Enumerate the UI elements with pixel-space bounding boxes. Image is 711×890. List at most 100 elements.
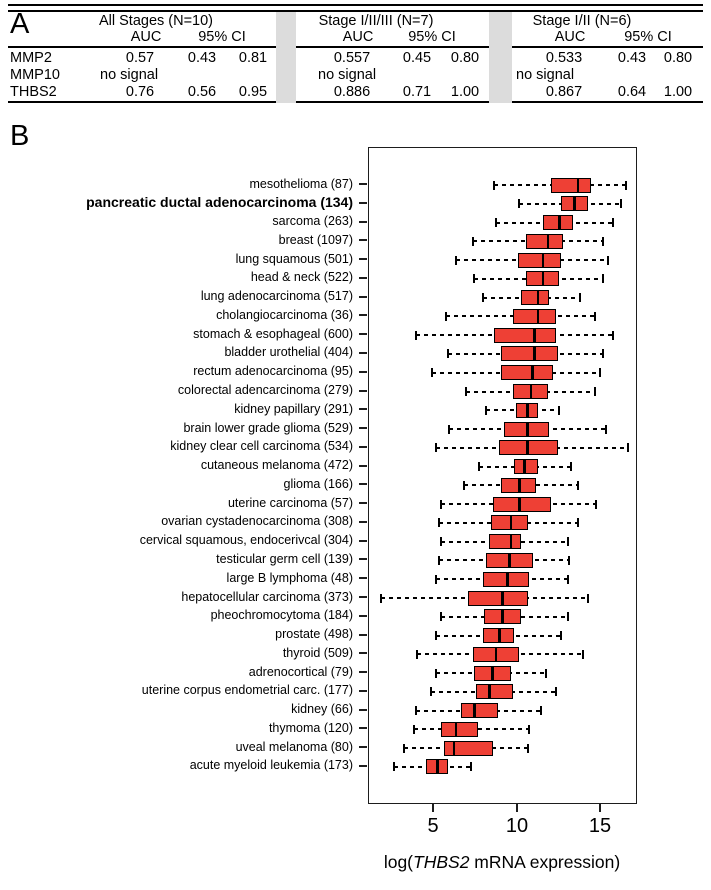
table-cell-ci-hi: 0.80 bbox=[450, 50, 480, 66]
table-cell-auc: 0.886 bbox=[333, 84, 371, 100]
table-cell-no-signal: no signal bbox=[100, 67, 159, 83]
median-line bbox=[531, 365, 534, 381]
whisker-cap-high bbox=[606, 255, 609, 265]
category-label: cervical squamous, endocerivcal (304) bbox=[139, 533, 353, 548]
category-label: stomach & esophageal (600) bbox=[193, 326, 353, 341]
whisker-cap-high bbox=[540, 706, 543, 716]
box bbox=[542, 215, 573, 231]
y-axis-tick bbox=[359, 445, 367, 448]
whisker-cap-low bbox=[439, 612, 442, 622]
group-title: All Stages (N=10) bbox=[98, 13, 214, 29]
box bbox=[512, 308, 557, 324]
median-line bbox=[454, 721, 458, 737]
whisker-cap-high bbox=[598, 368, 601, 378]
median-line bbox=[526, 402, 529, 418]
category-label: mesothelioma (87) bbox=[249, 176, 353, 191]
median-line bbox=[526, 440, 529, 456]
y-axis-tick bbox=[359, 483, 367, 486]
table-cell-ci-lo: 0.43 bbox=[187, 50, 217, 66]
ci-header: 95% CI bbox=[408, 29, 456, 45]
category-label: breast (1097) bbox=[278, 232, 353, 247]
panel-b-label: B bbox=[10, 120, 30, 152]
whisker-cap-low bbox=[413, 724, 416, 734]
whisker-cap-low bbox=[473, 274, 476, 284]
whisker-cap-high bbox=[593, 387, 596, 396]
auc-header: AUC bbox=[130, 29, 162, 45]
table-header-rule bbox=[8, 46, 276, 48]
group-title: Stage I/II/III (N=7) bbox=[318, 13, 434, 29]
median-line bbox=[509, 534, 513, 550]
whisker-cap-low bbox=[463, 480, 466, 490]
box bbox=[475, 684, 513, 700]
whisker-cap-low bbox=[434, 443, 437, 453]
box bbox=[521, 290, 550, 306]
auc-header: AUC bbox=[342, 29, 374, 45]
whisker-cap-high bbox=[558, 405, 561, 415]
whisker-cap-high bbox=[526, 743, 529, 753]
table-cell-ci-lo: 0.64 bbox=[617, 84, 647, 100]
whisker-cap-high bbox=[601, 236, 604, 246]
whisker-cap-low bbox=[439, 499, 442, 509]
median-line bbox=[509, 515, 513, 531]
category-label: adrenocortical (79) bbox=[248, 664, 353, 679]
table-separator-band bbox=[489, 12, 512, 103]
category-label: brain lower grade glioma (529) bbox=[183, 420, 353, 435]
category-label: colorectal adencarcinoma (279) bbox=[177, 383, 353, 397]
y-axis-tick bbox=[359, 295, 367, 298]
median-line bbox=[452, 740, 456, 756]
whisker-cap-low bbox=[434, 574, 437, 584]
y-axis-tick bbox=[359, 689, 367, 692]
box bbox=[440, 721, 478, 737]
y-axis-tick bbox=[359, 596, 367, 599]
x-axis-title-suffix: mRNA expression) bbox=[469, 852, 621, 872]
y-axis-tick bbox=[359, 671, 367, 674]
whisker-cap-high bbox=[576, 480, 579, 490]
category-label: hepatocellular carcinoma (373) bbox=[181, 589, 353, 604]
table-cell-ci-hi: 0.80 bbox=[663, 50, 693, 66]
whisker-cap-low bbox=[446, 349, 449, 359]
y-axis-tick bbox=[359, 727, 367, 730]
x-tick-label: 15 bbox=[588, 815, 612, 837]
median-line bbox=[491, 665, 494, 681]
table-bottom-rule bbox=[512, 101, 703, 103]
whisker-cap-low bbox=[518, 199, 521, 209]
y-axis-tick bbox=[359, 276, 367, 279]
whisker-cap-high bbox=[469, 762, 472, 772]
box bbox=[482, 571, 530, 587]
y-axis-tick bbox=[359, 351, 367, 354]
category-label: kidney clear cell carcinoma (534) bbox=[170, 439, 353, 454]
median-line bbox=[541, 271, 544, 287]
panel-a-label: A bbox=[10, 8, 30, 40]
whisker-cap-high bbox=[605, 424, 608, 434]
table-cell-ci-hi: 1.00 bbox=[663, 84, 693, 100]
table-cell-auc: 0.57 bbox=[125, 50, 155, 66]
box bbox=[460, 703, 498, 719]
category-label: bladder urothelial (404) bbox=[224, 345, 353, 360]
y-axis-tick bbox=[359, 708, 367, 711]
y-axis-tick bbox=[359, 464, 367, 467]
median-line bbox=[541, 252, 544, 268]
median-line bbox=[501, 590, 504, 606]
y-axis-tick bbox=[359, 520, 367, 523]
category-label: prostate (498) bbox=[275, 627, 353, 642]
x-axis-tick bbox=[599, 804, 602, 812]
median-line bbox=[498, 628, 501, 644]
whisker-cap-low bbox=[439, 537, 442, 547]
plot-frame bbox=[368, 147, 637, 804]
table-cell-ci-lo: 0.56 bbox=[187, 84, 217, 100]
whisker-cap-high bbox=[581, 649, 584, 659]
box bbox=[490, 515, 528, 531]
whisker-cap-low bbox=[431, 368, 434, 378]
whisker-cap-high bbox=[555, 687, 558, 697]
median-line bbox=[506, 571, 509, 587]
median-line bbox=[536, 308, 539, 324]
x-axis-tick bbox=[515, 804, 518, 812]
median-line bbox=[473, 703, 476, 719]
whisker-cap-high bbox=[570, 462, 573, 472]
category-label: pheochromocytoma (184) bbox=[210, 608, 353, 623]
x-axis-title-prefix: log( bbox=[383, 852, 414, 872]
box bbox=[489, 534, 522, 550]
x-axis-tick bbox=[432, 804, 435, 812]
category-label: pancreatic ductal adenocarcinoma (134) bbox=[86, 194, 353, 211]
